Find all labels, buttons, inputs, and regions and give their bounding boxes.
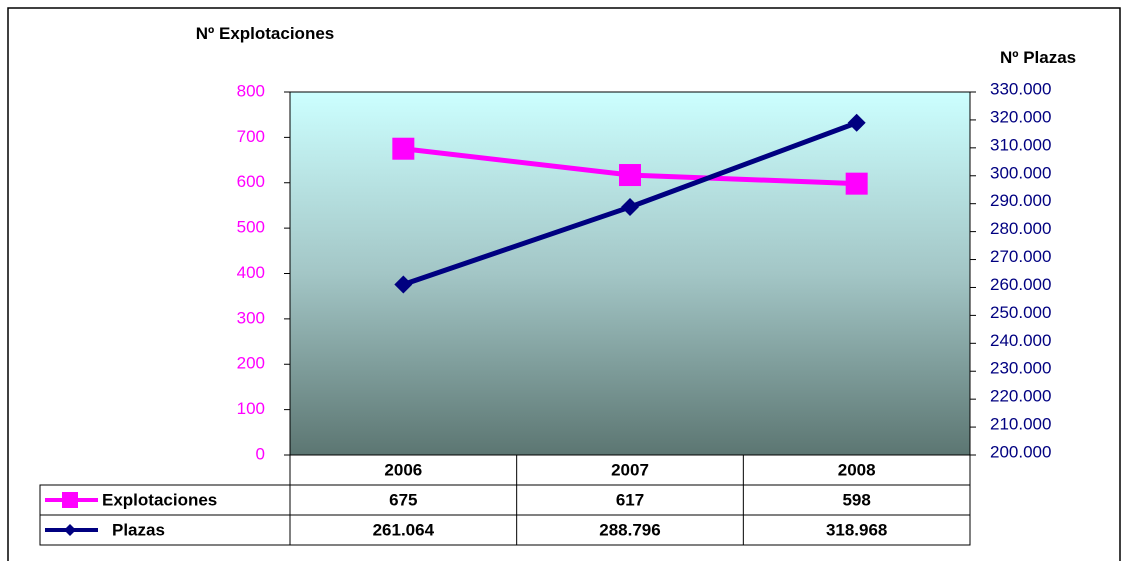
y-tick-label: 200 [237, 354, 265, 373]
y-axis-title: Nº Explotaciones [195, 24, 335, 43]
table-value: 261.064 [373, 520, 435, 539]
x-tick-label: 2008 [838, 460, 876, 479]
data-point [392, 137, 415, 160]
y2-tick-label: 230.000 [990, 359, 1051, 378]
y-tick-label: 400 [237, 263, 265, 282]
data-point [394, 275, 413, 294]
x-tick-label: 2007 [611, 460, 649, 479]
y2-tick-label: 210.000 [990, 415, 1051, 434]
data-point [619, 164, 641, 187]
y2-tick-label: 280.000 [990, 219, 1051, 238]
table-value: 318.968 [826, 520, 887, 539]
y-tick-label: 500 [237, 218, 265, 237]
frame [7, 7, 1121, 561]
y-tick-label: 0 [256, 444, 265, 463]
y2-tick-label: 260.000 [990, 275, 1051, 294]
data-point [847, 113, 866, 132]
y2-tick-label: 220.000 [990, 387, 1051, 406]
legend-marker [62, 492, 78, 508]
plot-area [289, 91, 971, 456]
legend-marker [64, 524, 76, 536]
x-tick-label: 2006 [384, 460, 422, 479]
table-row [39, 514, 971, 546]
table-value: 675 [389, 490, 417, 509]
y-tick-label: 100 [237, 399, 265, 418]
table-value: 288.796 [599, 520, 660, 539]
legend-label: Explotaciones [102, 490, 217, 509]
table-value: 617 [616, 490, 644, 509]
y2-tick-label: 300.000 [990, 163, 1051, 182]
y2-tick-label: 250.000 [990, 303, 1051, 322]
y2-tick-label: 320.000 [990, 107, 1051, 126]
y-tick-label: 600 [237, 172, 265, 191]
y2-tick-label: 270.000 [990, 247, 1051, 266]
y-tick-label: 300 [237, 308, 265, 327]
y2-tick-label: 310.000 [990, 135, 1051, 154]
y2-tick-label: 240.000 [990, 331, 1051, 350]
data-point [621, 198, 639, 217]
y2-axis-title: Nº Plazas [1000, 48, 1077, 67]
y-tick-label: 800 [237, 81, 265, 100]
data-point [845, 172, 868, 195]
y2-tick-label: 290.000 [990, 191, 1051, 210]
table-value: 598 [842, 490, 870, 509]
y2-tick-label: 200.000 [990, 442, 1051, 461]
y2-tick-label: 330.000 [990, 79, 1051, 98]
legend-label: Plazas [112, 520, 165, 539]
y-tick-label: 700 [237, 127, 265, 146]
